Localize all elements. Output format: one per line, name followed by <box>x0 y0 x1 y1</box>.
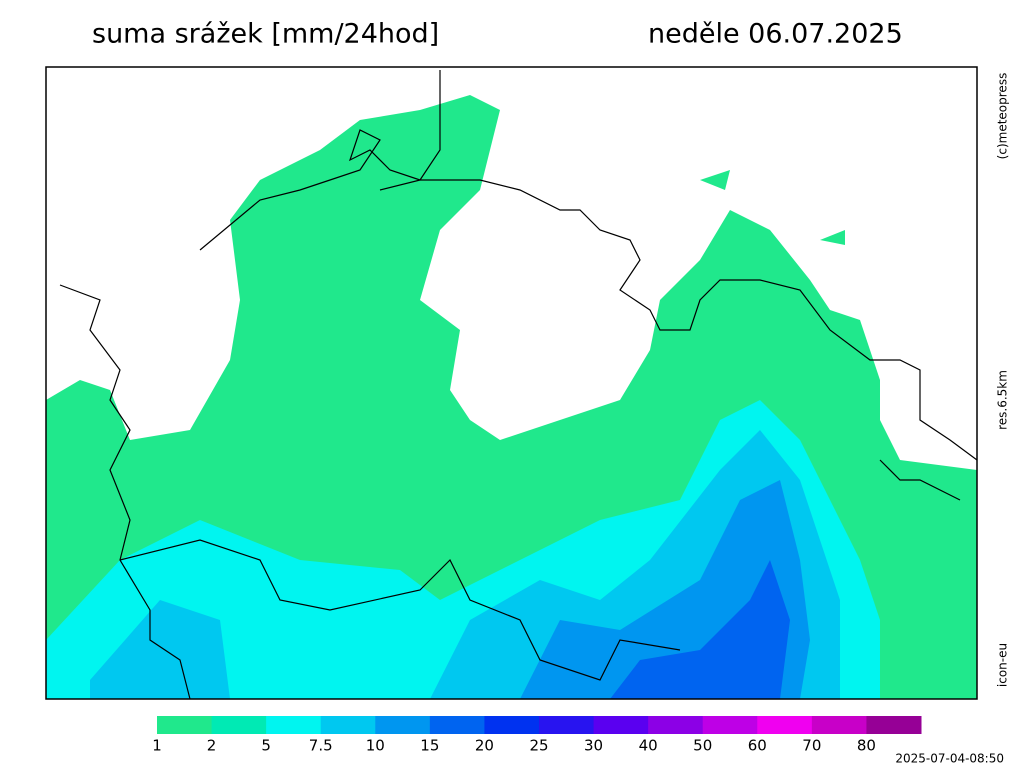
colorbar-swatch <box>539 716 595 734</box>
colorbar-swatch <box>320 716 376 734</box>
colorbar-label: 15 <box>420 737 439 755</box>
colorbar-swatch <box>157 716 213 734</box>
map-frame <box>45 66 978 700</box>
colorbar-label: 1 <box>152 737 162 755</box>
colorbar-label: 2 <box>207 737 217 755</box>
colorbar-label: 40 <box>639 737 658 755</box>
colorbar-label: 25 <box>529 737 548 755</box>
colorbar-label: 20 <box>475 737 494 755</box>
timestamp: 2025-07-04-08:50 <box>895 752 1004 766</box>
colorbar: 1 2 5 7.5 10 15 20 25 30 40 50 60 70 80 <box>152 716 922 755</box>
colorbar-swatch <box>593 716 649 734</box>
colorbar-label: 60 <box>748 737 767 755</box>
colorbar-swatch <box>429 716 485 734</box>
colorbar-swatch <box>211 716 267 734</box>
colorbar-swatch <box>866 716 922 734</box>
date: neděle 06.07.2025 <box>648 19 903 50</box>
colorbar-swatch <box>648 716 704 734</box>
colorbar-label: 7.5 <box>309 737 333 755</box>
colorbar-label: 5 <box>261 737 271 755</box>
model-label: icon-eu <box>996 643 1010 687</box>
colorbar-label: 10 <box>366 737 385 755</box>
resolution-label: res.6.5km <box>996 370 1010 430</box>
colorbar-label: 50 <box>693 737 712 755</box>
colorbar-swatch <box>811 716 867 734</box>
colorbar-swatch <box>702 716 758 734</box>
colorbar-swatch <box>757 716 813 734</box>
colorbar-swatch <box>375 716 431 734</box>
colorbar-label: 30 <box>584 737 603 755</box>
colorbar-label: 80 <box>857 737 876 755</box>
precip-area-15 <box>610 560 790 699</box>
colorbar-swatch <box>266 716 322 734</box>
colorbar-label: 70 <box>802 737 821 755</box>
title: suma srážek [mm/24hod] <box>92 19 439 50</box>
map <box>45 66 978 700</box>
border-lines <box>59 70 978 700</box>
precip-area-small <box>700 170 845 245</box>
copyright-label: (c)meteopress <box>996 73 1010 160</box>
colorbar-swatch <box>484 716 540 734</box>
